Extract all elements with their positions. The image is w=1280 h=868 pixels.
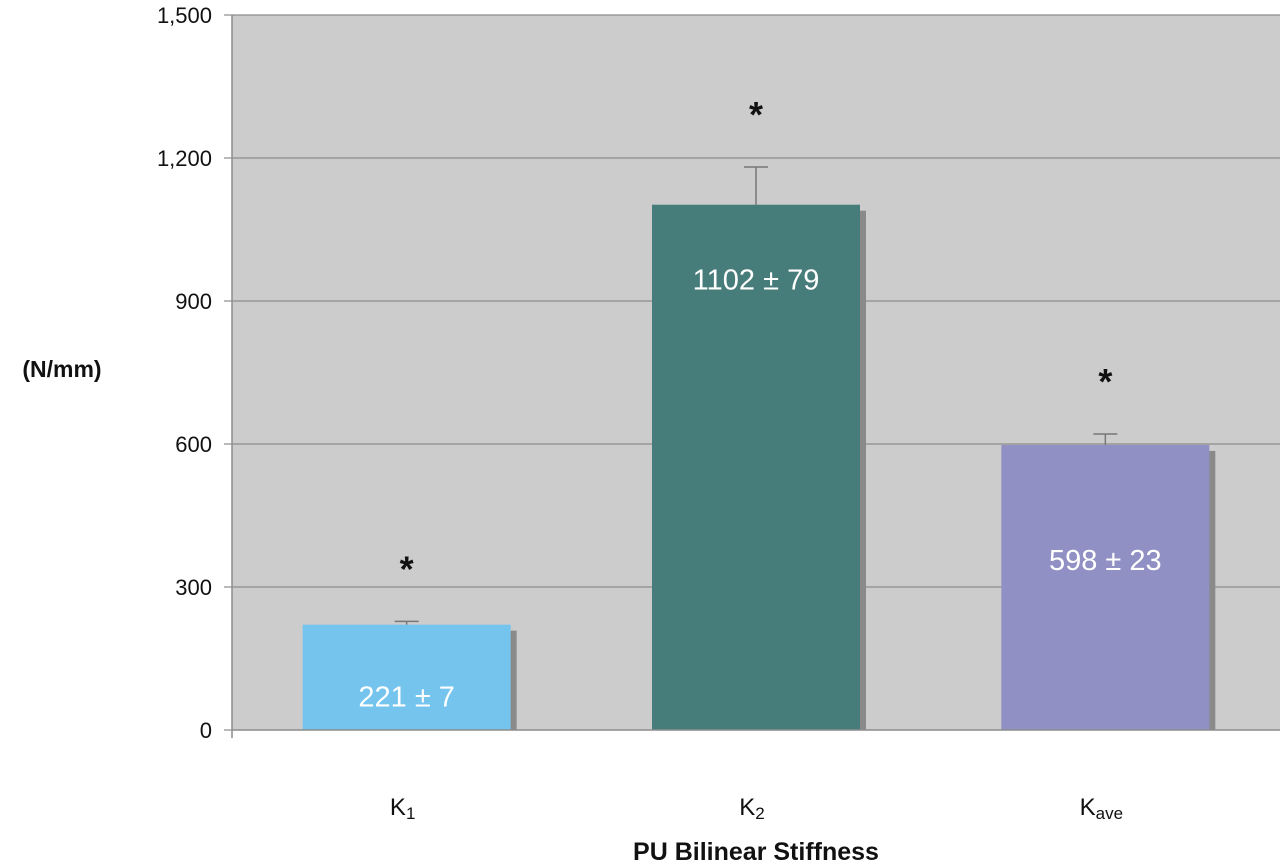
x-category-label: K2 xyxy=(739,794,764,823)
x-category-label-base: K xyxy=(390,794,406,821)
y-tick-label: 300 xyxy=(175,575,212,600)
axes xyxy=(224,14,1280,738)
x-category-label-base: K xyxy=(1080,794,1096,821)
x-category-label-subscript: 2 xyxy=(755,804,764,823)
y-tick-label: 600 xyxy=(175,432,212,457)
data-label: 598 ± 23 xyxy=(1049,545,1162,577)
y-tick-label: 900 xyxy=(175,289,212,314)
bar-3 xyxy=(1001,444,1210,730)
x-category-label-subscript: ave xyxy=(1096,804,1123,823)
significance-mark: * xyxy=(1098,361,1112,402)
bar-1 xyxy=(302,624,511,730)
data-label: 221 ± 7 xyxy=(358,682,455,714)
y-axis-label: (N/mm) xyxy=(22,356,101,382)
data-label: 1102 ± 79 xyxy=(693,265,820,297)
x-category-label: Kave xyxy=(1080,794,1123,823)
significance-mark: * xyxy=(749,94,763,135)
x-category-label-base: K xyxy=(739,794,755,821)
y-tick-label: 0 xyxy=(200,718,212,743)
x-category-label: K1 xyxy=(390,794,415,823)
y-tick-label: 1,500 xyxy=(157,3,212,28)
y-tick-labels: 0 300 600 900 1,200 1,500 xyxy=(157,3,212,743)
x-category-labels: K1 K2 Kave xyxy=(390,794,1123,823)
bar-2 xyxy=(652,204,860,731)
x-axis-label: PU Bilinear Stiffness xyxy=(633,838,879,866)
x-category-label-subscript: 1 xyxy=(406,804,415,823)
bars: 221 ± 7 * 1102 ± 79 * 598 ± 23 * xyxy=(302,94,1216,731)
significance-mark: * xyxy=(400,548,414,589)
y-tick-label: 1,200 xyxy=(157,146,212,171)
